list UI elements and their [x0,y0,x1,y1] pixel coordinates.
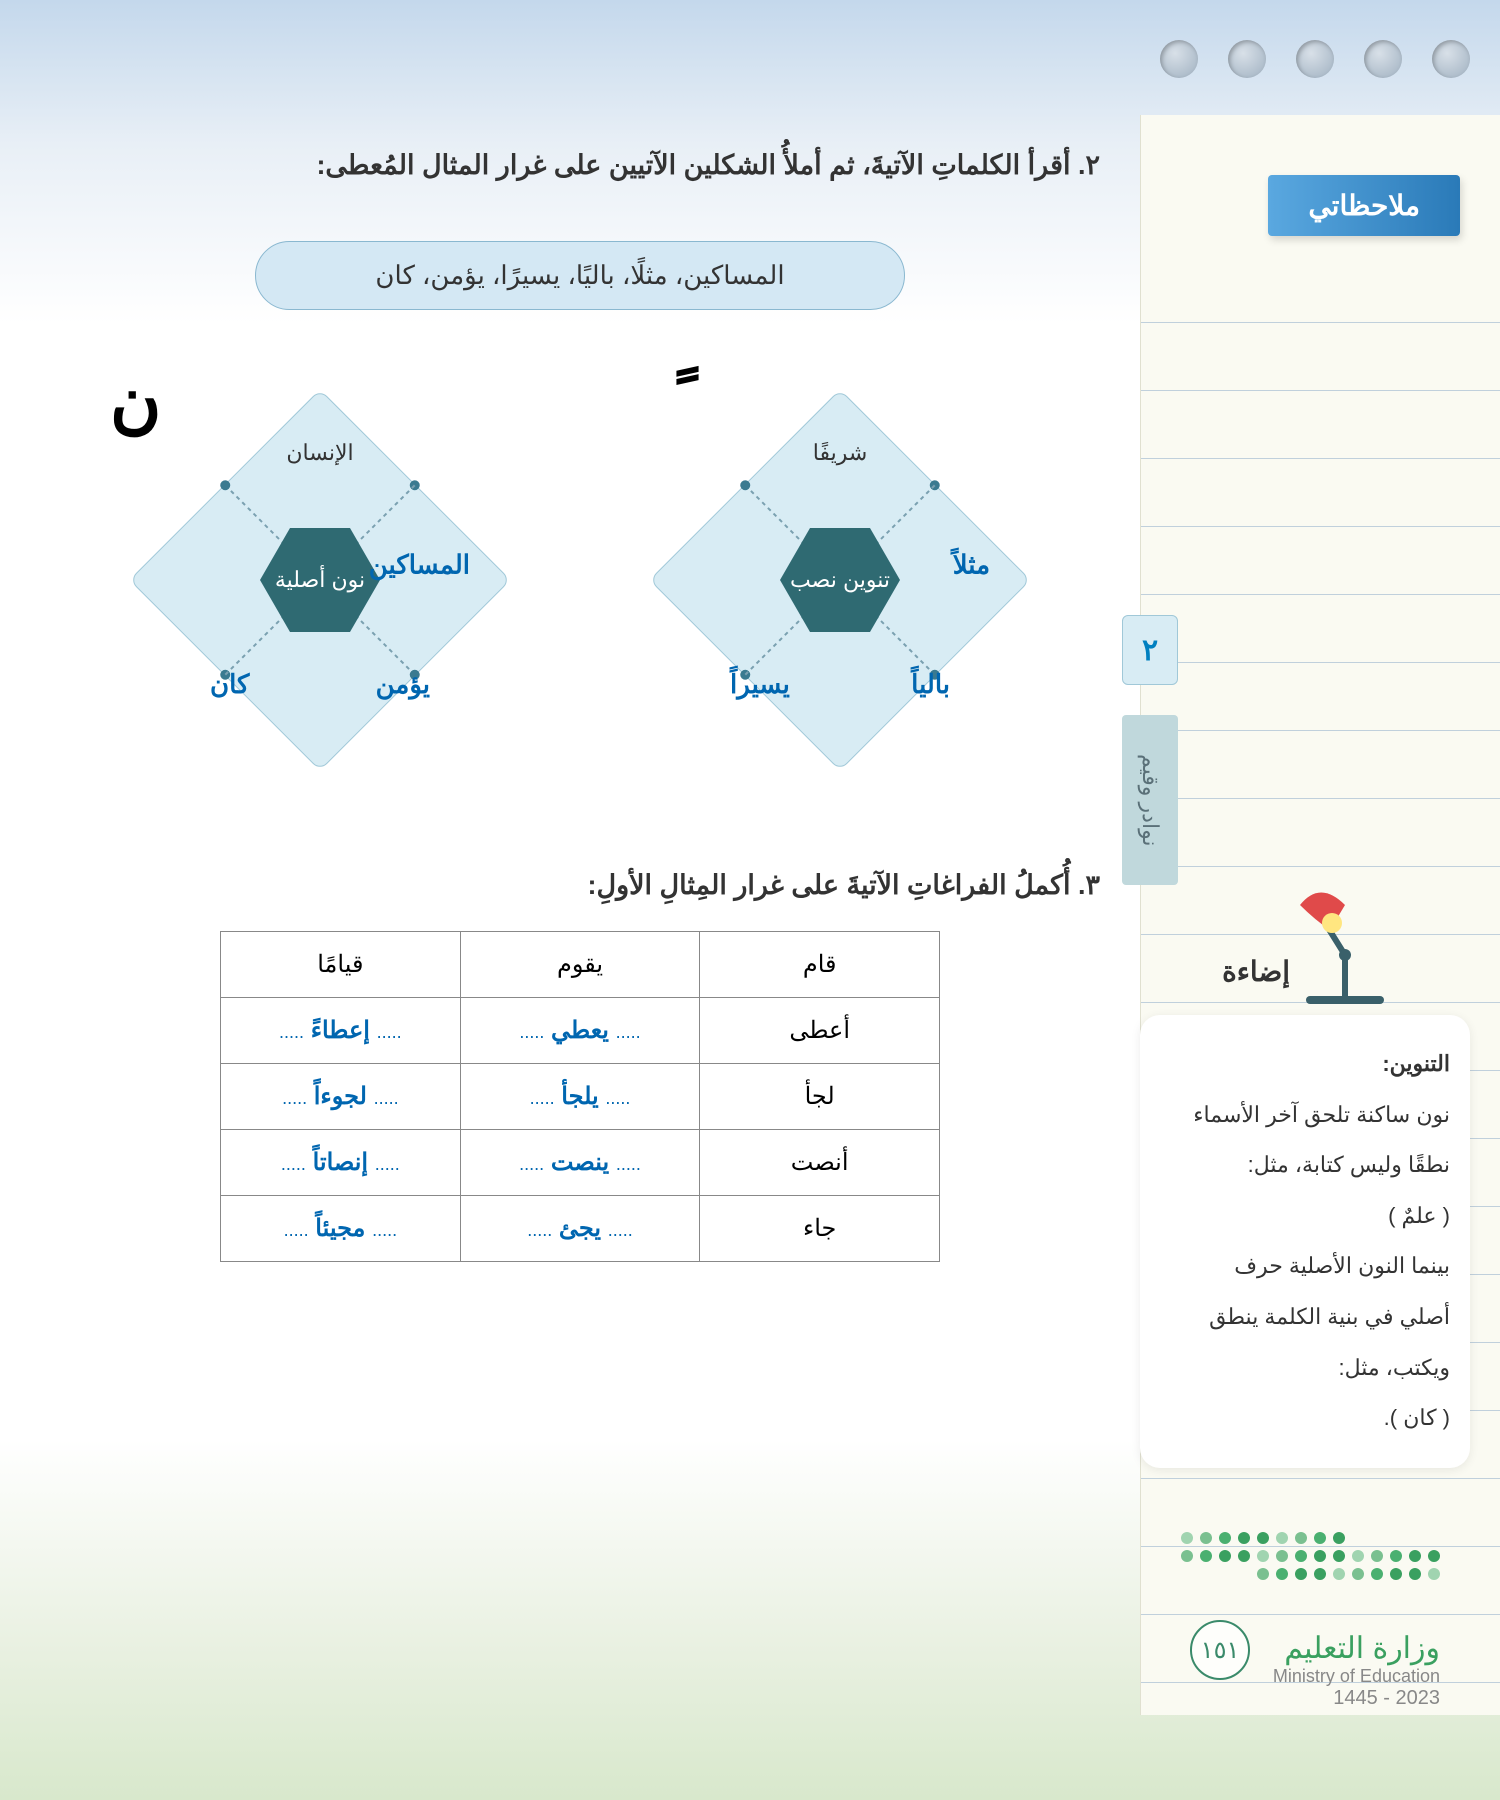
note-line: ( علمٌ ) [1160,1191,1450,1242]
notes-sidebar: ملاحظاتي ٢ نوادر وقيم إضاءة التنوين: نون… [1140,115,1500,1715]
spiral-holes [1160,40,1470,78]
note-line: بينما النون الأصلية حرف [1160,1241,1450,1292]
cell: جاء [700,1196,940,1262]
ministry-block: وزارة التعليم Ministry of Education 2023… [1273,1631,1440,1710]
diamond-br: بالياً [911,669,950,700]
unit-tab: نوادر وقيم [1122,715,1178,885]
instruction-2: ٢. أقرأ الكلماتِ الآتيةَ، ثم أملأُ الشكل… [60,150,1100,181]
note-title: التنوين: [1160,1039,1450,1090]
table-row: جاء..... يجئ .......... مجيئاً ..... [221,1196,940,1262]
hole-icon [1228,40,1266,78]
diamond-right: المساكين [369,549,470,580]
cell: أنصت [700,1130,940,1196]
cell: أعطى [700,998,940,1064]
diamond-row: ً تنوين نصب شريفًا مثلاً بالياً يسيراً ن… [60,390,1100,770]
note-line: نون ساكنة تلحق آخر الأسماء [1160,1090,1450,1141]
ministry-en: Ministry of Education [1273,1666,1440,1687]
diamond-br: يؤمن [376,669,430,700]
cell: ..... ينصت ..... [460,1130,700,1196]
note-line: نطقًا وليس كتابة، مثل: [1160,1140,1450,1191]
cell: ..... يجئ ..... [460,1196,700,1262]
note-line: ويكتب، مثل: [1160,1343,1450,1394]
diamond-right: مثلاً [953,549,990,580]
corner-mark: ن [110,360,161,442]
cell: قام [700,932,940,998]
note-line: ( كان ). [1160,1393,1450,1444]
diamond-noon: ن نون أصلية الإنسان المساكين يؤمن كان [130,390,510,770]
hole-icon [1432,40,1470,78]
table-row: أنصت..... ينصت .......... إنصاتاً ..... [221,1130,940,1196]
cell: ..... إعطاءً ..... [221,998,461,1064]
notes-tab: ملاحظاتي [1268,175,1460,236]
diamond-bl: يسيراً [730,669,790,700]
diamond-bl: كان [210,669,249,700]
cell: ..... إنصاتاً ..... [221,1130,461,1196]
cell: ..... يلجأ ..... [460,1064,700,1130]
cell: لجأ [700,1064,940,1130]
verb-table: قاميقومقيامًاأعطى..... يعطي .......... إ… [220,931,940,1262]
lamp-icon [1290,875,1400,1005]
cell: ..... يعطي ..... [460,998,700,1064]
table-row: أعطى..... يعطي .......... إعطاءً ..... [221,998,940,1064]
illumination-label: إضاءة [1222,955,1290,988]
diamond-tanween: ً تنوين نصب شريفًا مثلاً بالياً يسيراً [650,390,1030,770]
table-row: لجأ..... يلجأ .......... لجوءاً ..... [221,1064,940,1130]
cell: ..... مجيئاً ..... [221,1196,461,1262]
hole-icon [1296,40,1334,78]
year: 2023 - 1445 [1273,1687,1440,1710]
cell: يقوم [460,932,700,998]
diamond-top: شريفًا [650,440,1030,466]
main-content: ٢. أقرأ الكلماتِ الآتيةَ، ثم أملأُ الشكل… [60,150,1100,1262]
diamond-top: الإنسان [130,440,510,466]
hole-icon [1364,40,1402,78]
page-number: ١٥١ [1190,1620,1250,1680]
note-line: أصلي في بنية الكلمة ينطق [1160,1292,1450,1343]
hole-icon [1160,40,1198,78]
instruction-3: ٣. أُكملُ الفراغاتِ الآتيةَ على غرار الم… [60,870,1100,901]
note-box: التنوين: نون ساكنة تلحق آخر الأسماء نطقً… [1140,1015,1470,1468]
cell: ..... لجوءاً ..... [221,1064,461,1130]
word-pill: المساكين، مثلًا، باليًا، يسيرًا، يؤمن، ك… [255,241,905,310]
table-row: قاميقومقيامًا [221,932,940,998]
cell: قيامًا [221,932,461,998]
chapter-number-tab: ٢ [1122,615,1178,685]
page: ملاحظاتي ٢ نوادر وقيم إضاءة التنوين: نون… [0,0,1500,1800]
ministry-ar: وزارة التعليم [1273,1631,1440,1666]
footer-dots-icon [1180,1532,1440,1580]
